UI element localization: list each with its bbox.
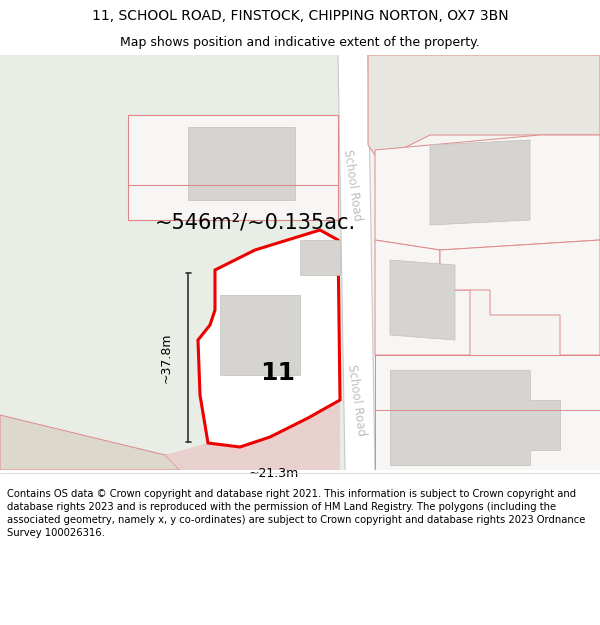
Text: 11: 11 <box>260 361 296 385</box>
Polygon shape <box>375 240 470 355</box>
Text: Contains OS data © Crown copyright and database right 2021. This information is : Contains OS data © Crown copyright and d… <box>7 489 586 538</box>
Polygon shape <box>440 240 600 355</box>
Polygon shape <box>188 127 295 200</box>
Polygon shape <box>0 415 180 470</box>
Text: ~37.8m: ~37.8m <box>160 332 173 382</box>
Text: ~21.3m: ~21.3m <box>249 467 299 480</box>
Polygon shape <box>338 55 375 470</box>
Polygon shape <box>390 260 455 340</box>
Polygon shape <box>390 370 560 465</box>
Text: School Road: School Road <box>341 148 364 222</box>
Polygon shape <box>368 55 600 155</box>
Polygon shape <box>0 55 600 470</box>
Polygon shape <box>375 355 600 470</box>
Polygon shape <box>165 450 240 470</box>
Polygon shape <box>300 240 340 275</box>
Polygon shape <box>165 400 340 470</box>
Polygon shape <box>198 230 340 447</box>
Polygon shape <box>430 140 530 225</box>
Polygon shape <box>368 55 600 470</box>
Polygon shape <box>220 295 300 375</box>
Text: School Road: School Road <box>344 363 367 437</box>
Text: Map shows position and indicative extent of the property.: Map shows position and indicative extent… <box>120 36 480 49</box>
Text: 11, SCHOOL ROAD, FINSTOCK, CHIPPING NORTON, OX7 3BN: 11, SCHOOL ROAD, FINSTOCK, CHIPPING NORT… <box>92 9 508 24</box>
Polygon shape <box>128 115 338 220</box>
Polygon shape <box>375 135 600 250</box>
Text: ~546m²/~0.135ac.: ~546m²/~0.135ac. <box>154 213 356 233</box>
